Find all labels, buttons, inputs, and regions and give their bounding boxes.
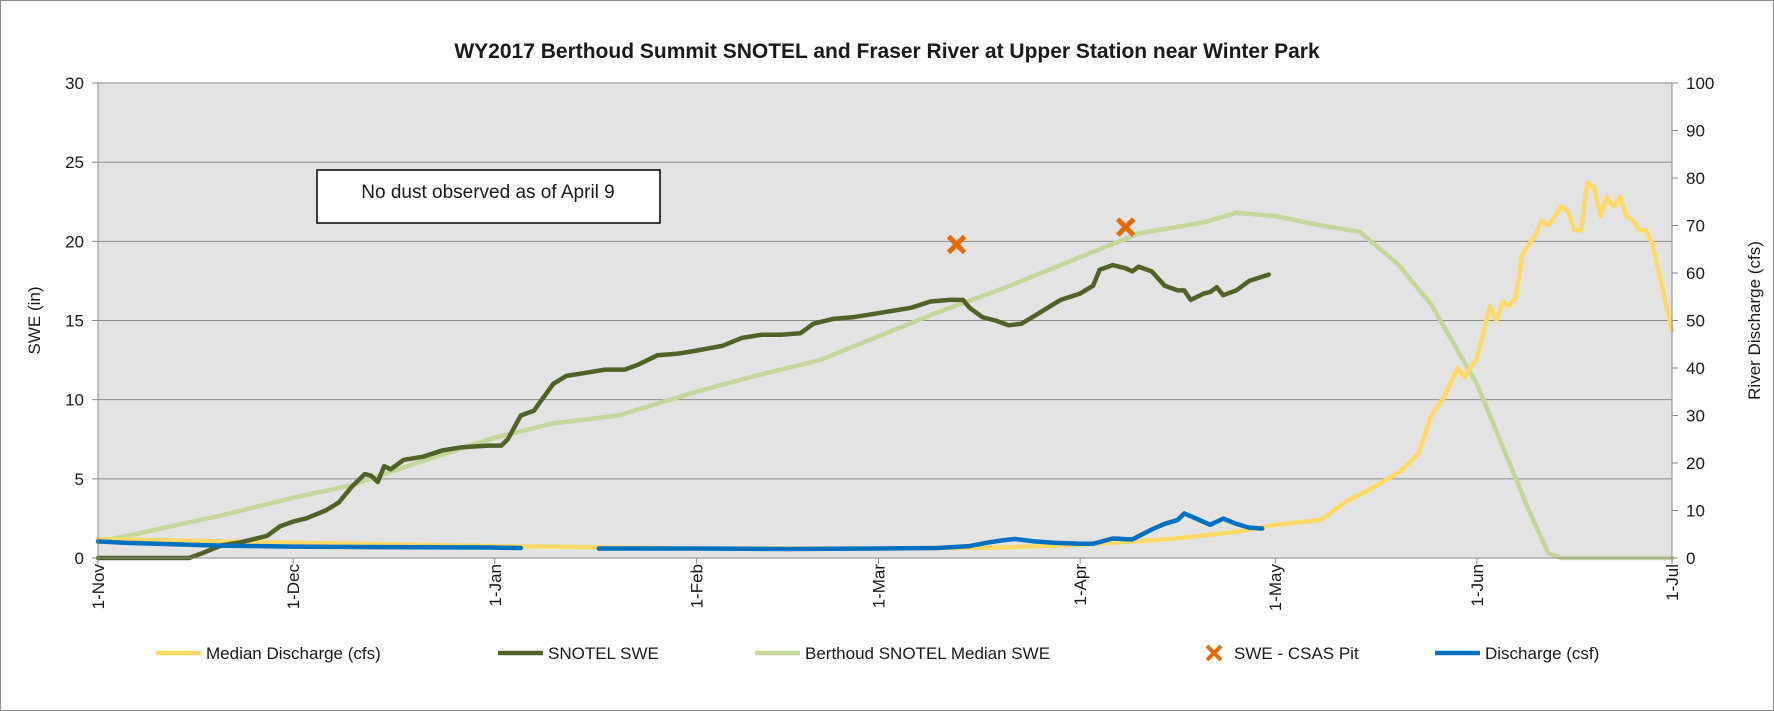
y2-tick-label: 50	[1686, 312, 1705, 331]
legend-label: Discharge (csf)	[1485, 644, 1599, 663]
x-tick-label: 1-May	[1266, 564, 1285, 612]
x-tick-label: 1-Apr	[1071, 564, 1090, 606]
x-tick-label: 1-Nov	[89, 564, 108, 610]
legend-label: SWE - CSAS Pit	[1234, 644, 1359, 663]
y2-tick-label: 70	[1686, 217, 1705, 236]
y-tick-label: 10	[65, 391, 84, 410]
y2-tick-label: 80	[1686, 169, 1705, 188]
x-tick-label: 1-Feb	[687, 564, 706, 608]
legend-item: SNOTEL SWE	[498, 644, 659, 663]
annotation-text: No dust observed as of April 9	[361, 182, 614, 203]
y2-tick-label: 0	[1686, 549, 1695, 568]
x-tick-label: 1-Jun	[1468, 564, 1487, 607]
y2-axis-label: River Discharge (cfs)	[1745, 241, 1764, 400]
series-layer	[95, 180, 1675, 561]
series-line-snotel-swe	[95, 262, 1271, 561]
legend-item: Median Discharge (cfs)	[156, 644, 381, 663]
chart-title: WY2017 Berthoud Summit SNOTEL and Fraser…	[454, 40, 1320, 63]
series-line-median-discharge-cfs	[95, 180, 1675, 551]
series-point-swe-csas-pit	[1115, 217, 1136, 237]
y2-tick-label: 20	[1686, 454, 1705, 473]
legend-label: Berthoud SNOTEL Median SWE	[805, 644, 1050, 663]
legend: Median Discharge (cfs) SNOTEL SWE Berthoud…	[156, 644, 1599, 663]
y-tick-label: 25	[65, 153, 84, 172]
series-line-discharge-csf	[95, 539, 524, 551]
y-tick-label: 5	[75, 470, 84, 489]
y2-tick-label: 30	[1686, 407, 1705, 426]
legend-item: SWE - CSAS Pit	[1205, 644, 1359, 663]
y-tick-label: 15	[65, 312, 84, 331]
y-tick-label: 0	[75, 549, 84, 568]
y2-tick-label: 10	[1686, 502, 1705, 521]
legend-label: SNOTEL SWE	[548, 644, 659, 663]
y-axis-label: SWE (in)	[25, 287, 44, 355]
y-tick-label: 30	[65, 74, 84, 93]
x-tick-label: 1-Dec	[284, 564, 303, 610]
legend-swatch	[1205, 644, 1223, 662]
x-tick-label: 1-Jul	[1663, 564, 1682, 601]
axes: 0 5 10 15 20 25 30 0 10 20 30 40 50 60 70 80 90 100 1-Nov 1…	[65, 74, 1714, 611]
x-tick-label: 1-Mar	[869, 564, 888, 609]
legend-item: Berthoud SNOTEL Median SWE	[755, 644, 1050, 663]
annotation-box: No dust observed as of April 9	[316, 169, 661, 224]
x-tick-label: 1-Jan	[486, 564, 505, 607]
y2-tick-label: 100	[1686, 74, 1714, 93]
legend-item: Discharge (csf)	[1435, 644, 1599, 663]
y-tick-label: 20	[65, 232, 84, 251]
y2-tick-label: 40	[1686, 359, 1705, 378]
y2-tick-label: 90	[1686, 122, 1705, 141]
legend-label: Median Discharge (cfs)	[206, 644, 381, 663]
series-line-discharge-csf	[596, 511, 1265, 552]
y2-tick-label: 60	[1686, 264, 1705, 283]
series-line-berthoud-snotel-median-swe	[95, 210, 1675, 561]
series-point-swe-csas-pit	[946, 234, 967, 255]
